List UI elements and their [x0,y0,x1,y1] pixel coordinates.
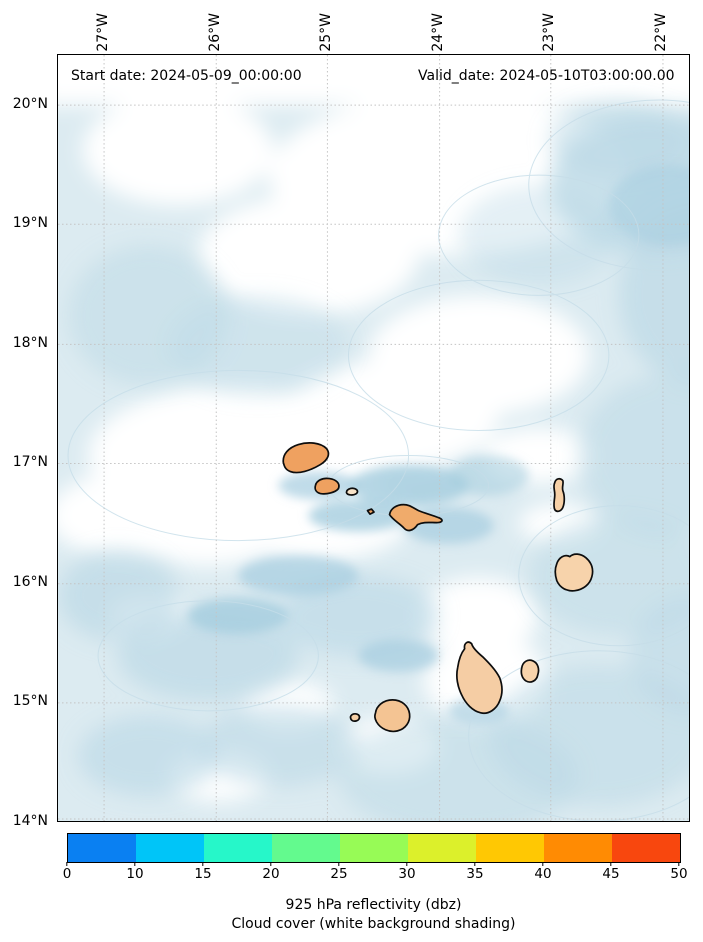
colorbar-tick-mark [610,862,612,866]
map-canvas [58,55,689,821]
contour-lines [67,99,689,821]
colorbar-tick-mark [678,862,680,866]
colorbar-tick-label: 35 [466,866,484,882]
colorbar-segments [68,834,680,862]
colorbar-label-line2: Cloud cover (white background shading) [231,916,516,932]
lon-tick-22w: 22°W [652,6,670,52]
island-maio [520,659,540,683]
colorbar-tick-mark [66,862,68,866]
colorbar-tick-label: 10 [126,866,144,882]
valid-date-annotation: Valid_date: 2024-05-10T03:00:00.00 [418,68,675,84]
lon-tick-24w: 24°W [429,6,447,52]
islands [282,442,594,733]
island-santo-antao [282,442,330,474]
island-islet-branco [366,508,375,515]
colorbar-segment [612,834,680,862]
colorbar-tick-label: 20 [262,866,280,882]
colorbar-tick-label: 50 [670,866,688,882]
colorbar-segment [68,834,136,862]
colorbar-segment [476,834,544,862]
colorbar-tick-mark [270,862,272,866]
colorbar-tick-label: 45 [602,866,620,882]
colorbar-segment [408,834,476,862]
cloud-cover-shading [58,55,689,801]
island-brava [349,712,361,722]
lat-tick-19n: 19°N [12,215,48,231]
colorbar-tick-mark [338,862,340,866]
island-sal [553,477,566,513]
colorbar-tick-label: 15 [194,866,212,882]
colorbar [67,833,681,863]
lat-tick-17n: 17°N [12,454,48,470]
colorbar-segment [272,834,340,862]
colorbar-segment [544,834,612,862]
lon-tick-label: 24°W [429,13,446,52]
lon-tick-label: 23°W [540,13,557,52]
colorbar-tick-label: 25 [330,866,348,882]
lat-tick-16n: 16°N [12,574,48,590]
colorbar-tick-mark [474,862,476,866]
island-santa-luzia [345,487,359,496]
lat-tick-14n: 14°N [12,813,48,829]
island-santiago [455,641,503,715]
lon-tick-label: 22°W [652,13,669,52]
lon-tick-27w: 27°W [94,6,112,52]
colorbar-label-line1: 925 hPa reflectivity (dbz) [285,897,462,913]
colorbar-segment [204,834,272,862]
colorbar-tick-label: 30 [398,866,416,882]
colorbar-tick-label: 40 [534,866,552,882]
island-boa-vista [554,553,594,592]
colorbar-segment [136,834,204,862]
colorbar-tick-label: 0 [62,866,72,882]
lon-tick-26w: 26°W [206,6,224,52]
colorbar-segment [340,834,408,862]
moisture-shading [58,102,689,821]
lon-tick-label: 26°W [206,13,223,52]
lon-tick-25w: 25°W [317,6,335,52]
lon-tick-23w: 23°W [540,6,558,52]
colorbar-caption: 925 hPa reflectivity (dbz) Cloud cover (… [57,896,690,934]
start-date-annotation: Start date: 2024-05-09_00:00:00 [71,68,302,84]
colorbar-tick-mark [134,862,136,866]
lon-tick-label: 25°W [317,13,334,52]
colorbar-tick-mark [406,862,408,866]
colorbar-tick-mark [542,862,544,866]
island-sao-nicolau [388,503,443,532]
island-sao-vicente [314,477,340,495]
lat-tick-20n: 20°N [12,96,48,112]
lat-tick-18n: 18°N [12,335,48,351]
lon-tick-label: 27°W [94,13,111,52]
colorbar-tick-mark [202,862,204,866]
island-fogo [374,698,411,733]
map-axes: Start date: 2024-05-09_00:00:00 Valid_da… [57,54,690,822]
lat-tick-15n: 15°N [12,693,48,709]
